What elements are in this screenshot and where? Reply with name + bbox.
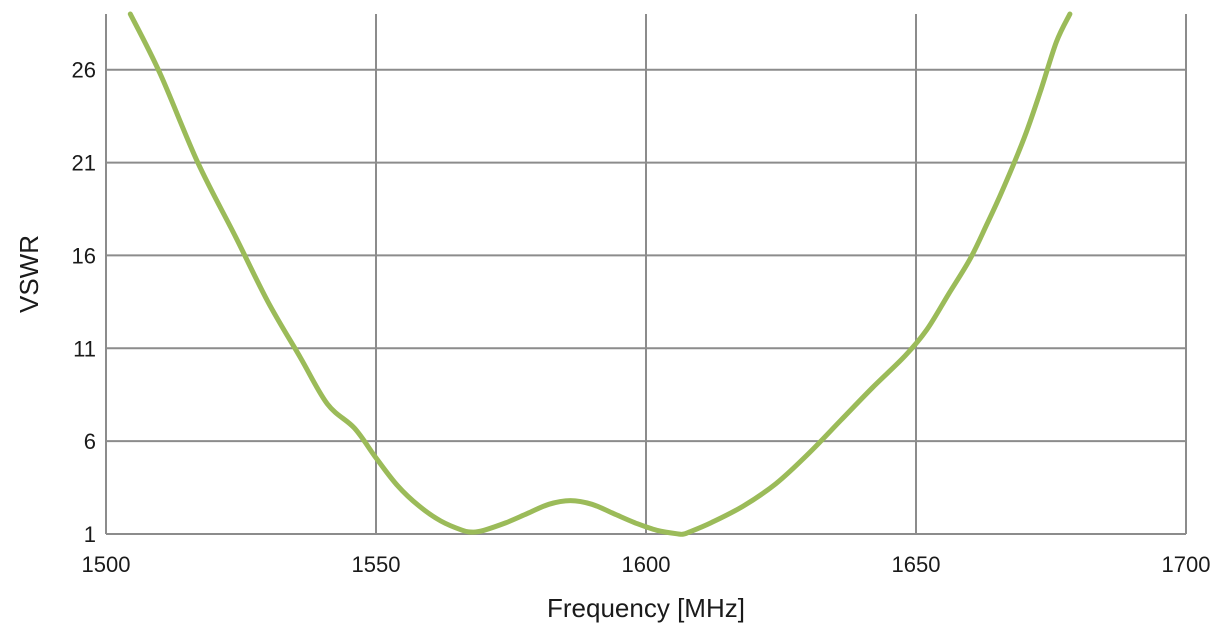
y-tick-label: 16 [72,243,96,268]
x-tick-label: 1700 [1162,552,1211,577]
y-axis-title: VSWR [14,235,44,313]
y-tick-label: 26 [72,58,96,83]
y-tick-label: 11 [73,336,96,361]
x-tick-label: 1600 [622,552,671,577]
vswr-series-line [127,11,1073,537]
y-tick-label: 1 [84,522,96,547]
y-tick-label: 6 [84,429,96,454]
grid-lines [105,14,1187,535]
series-layer [127,11,1073,537]
x-tick-label: 1500 [82,552,131,577]
y-tick-label: 21 [72,151,96,176]
x-axis-title: Frequency [MHz] [547,593,745,623]
x-tick-label: 1650 [892,552,941,577]
x-tick-label: 1550 [352,552,401,577]
